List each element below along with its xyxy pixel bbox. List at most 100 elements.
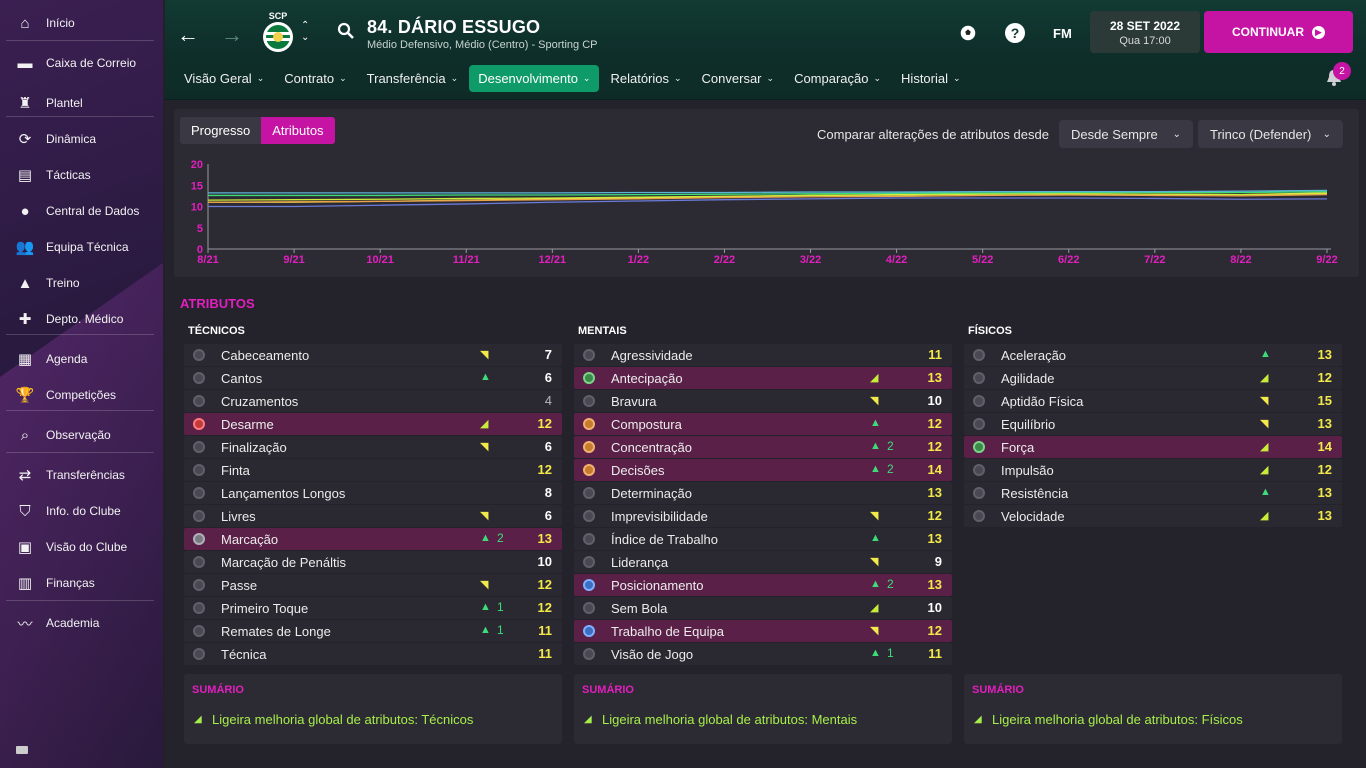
attribute-value: 11	[538, 623, 552, 638]
attribute-row[interactable]: Cantos ▲ 6	[184, 367, 562, 389]
attribute-row[interactable]: Agilidade ◢ 12	[964, 367, 1342, 389]
player-switch-icon[interactable]: ⌃ ⌄	[301, 20, 310, 43]
attribute-row[interactable]: Desarme ◢ 12	[184, 413, 562, 435]
sidebar-item-depto-médico[interactable]: ✚ Depto. Médico	[0, 302, 163, 336]
sidebar-item-equipa-técnica[interactable]: 👥 Equipa Técnica	[0, 230, 163, 264]
attribute-row[interactable]: Aptidão Física ◥ 15	[964, 390, 1342, 412]
attribute-row[interactable]: Visão de Jogo ▲ 1 11	[574, 643, 952, 665]
tab-attributes[interactable]: Atributos	[261, 117, 335, 144]
attribute-row[interactable]: Cruzamentos 4	[184, 390, 562, 412]
attribute-row[interactable]: Imprevisibilidade ◥ 12	[574, 505, 952, 527]
sidebar-item-início[interactable]: ⌂ Início	[0, 6, 163, 40]
sidebar-item-observação[interactable]: ⌕ Observação	[0, 418, 163, 452]
attribute-value: 12	[537, 600, 552, 615]
sidebar-item-label: Visão do Clube	[46, 540, 128, 554]
tab-comparação[interactable]: Comparação ⌄	[785, 65, 890, 92]
sidebar-item-agenda[interactable]: ▦ Agenda	[0, 342, 163, 376]
since-dropdown[interactable]: Desde Sempre ⌄	[1059, 120, 1193, 148]
attribute-row[interactable]: Resistência ▲ 13	[964, 482, 1342, 504]
tab-progress[interactable]: Progresso	[180, 117, 262, 144]
fm-menu-button[interactable]: FM	[1053, 26, 1072, 41]
tab-visão-geral[interactable]: Visão Geral ⌄	[175, 65, 273, 92]
sidebar-item-visão-do-clube[interactable]: ▣ Visão do Clube	[0, 530, 163, 564]
sidebar-item-plantel[interactable]: ♜ Plantel	[0, 86, 163, 120]
attribute-row[interactable]: Liderança ◥ 9	[574, 551, 952, 573]
attribute-row[interactable]: Equilíbrio ◥ 13	[964, 413, 1342, 435]
sidebar-item-info-do-clube[interactable]: ⛉ Info. do Clube	[0, 494, 163, 528]
sidebar-item-central-de-dados[interactable]: ● Central de Dados	[0, 194, 163, 228]
tab-desenvolvimento[interactable]: Desenvolvimento ⌄	[469, 65, 600, 92]
attribute-row[interactable]: Cabeceamento ◥ 7	[184, 344, 562, 366]
attribute-status-icon	[583, 441, 595, 453]
attribute-row[interactable]: Primeiro Toque ▲ 1 12	[184, 597, 562, 619]
x-tick-label: 3/22	[800, 254, 821, 266]
attribute-row[interactable]: Velocidade ◢ 13	[964, 505, 1342, 527]
attribute-status-icon	[583, 395, 595, 407]
attribute-value: 12	[927, 623, 942, 638]
trend-arrow-icon: ◢	[1260, 510, 1269, 522]
attribute-name: Técnica	[221, 647, 267, 662]
tab-relatórios[interactable]: Relatórios ⌄	[601, 65, 690, 92]
sidebar-item-caixa-de-correio[interactable]: ▬ Caixa de Correio	[0, 46, 163, 80]
attribute-row[interactable]: Marcação ▲ 2 13	[184, 528, 562, 550]
attribute-row[interactable]: Determinação 13	[574, 482, 952, 504]
attribute-row[interactable]: Lançamentos Longos 8	[184, 482, 562, 504]
sidebar-divider	[6, 334, 154, 335]
sidebar-item-label: Depto. Médico	[46, 312, 124, 326]
attribute-row[interactable]: Finalização ◥ 6	[184, 436, 562, 458]
attribute-row[interactable]: Índice de Trabalho ▲ 13	[574, 528, 952, 550]
attribute-row[interactable]: Marcação de Penáltis 10	[184, 551, 562, 573]
role-dropdown-value: Trinco (Defender)	[1210, 126, 1312, 142]
attribute-row[interactable]: Força ◢ 14	[964, 436, 1342, 458]
attribute-status-icon	[193, 533, 205, 545]
attribute-row[interactable]: Técnica 11	[184, 643, 562, 665]
attribute-row[interactable]: Antecipação ◢ 13	[574, 367, 952, 389]
attribute-row[interactable]: Passe ◥ 12	[184, 574, 562, 596]
keyboard-icon[interactable]	[16, 746, 28, 754]
attribute-row[interactable]: Sem Bola ◢ 10	[574, 597, 952, 619]
attribute-row[interactable]: Posicionamento ▲ 2 13	[574, 574, 952, 596]
forward-arrow-icon[interactable]: →	[221, 22, 243, 47]
tab-transferência[interactable]: Transferência ⌄	[358, 65, 468, 92]
sidebar-item-tácticas[interactable]: ▤ Tácticas	[0, 158, 163, 192]
attribute-row[interactable]: Decisões ▲ 2 14	[574, 459, 952, 481]
trend-arrow-icon: ▲	[480, 601, 491, 613]
tab-label: Historial	[901, 71, 949, 86]
sidebar-item-treino[interactable]: ▲ Treino	[0, 266, 163, 300]
attribute-name: Velocidade	[1001, 509, 1065, 524]
column-header: FÍSICOS	[968, 325, 1013, 337]
sidebar-item-transferências[interactable]: ⇄ Transferências	[0, 458, 163, 492]
tab-conversar[interactable]: Conversar ⌄	[693, 65, 784, 92]
tab-historial[interactable]: Historial ⌄	[892, 65, 970, 92]
attribute-row[interactable]: Concentração ▲ 2 12	[574, 436, 952, 458]
sidebar-item-finanças[interactable]: ▥ Finanças	[0, 566, 163, 600]
attribute-row[interactable]: Trabalho de Equipa ◥ 12	[574, 620, 952, 642]
attribute-row[interactable]: Finta 12	[184, 459, 562, 481]
attribute-status-icon	[193, 487, 205, 499]
tab-contrato[interactable]: Contrato ⌄	[275, 65, 355, 92]
continue-button[interactable]: CONTINUAR ▶	[1204, 11, 1353, 53]
attribute-row[interactable]: Bravura ◥ 10	[574, 390, 952, 412]
sidebar-item-label: Treino	[46, 276, 80, 290]
back-arrow-icon[interactable]: ←	[177, 22, 199, 47]
attribute-row[interactable]: Livres ◥ 6	[184, 505, 562, 527]
football-icon[interactable]	[957, 22, 979, 44]
sidebar-item-academia[interactable]: 〰 Academia	[0, 606, 163, 640]
attribute-row[interactable]: Remates de Longe ▲ 1 11	[184, 620, 562, 642]
trend-arrow-icon: ▲	[870, 647, 881, 659]
club-crest-icon[interactable]: SCP	[261, 10, 295, 54]
attribute-value: 7	[544, 347, 552, 362]
attribute-status-icon	[973, 487, 985, 499]
attribute-row[interactable]: Agressividade 11	[574, 344, 952, 366]
attribute-row[interactable]: Aceleração ▲ 13	[964, 344, 1342, 366]
date-display[interactable]: 28 SET 2022 Qua 17:00	[1090, 11, 1200, 53]
role-dropdown[interactable]: Trinco (Defender) ⌄	[1198, 120, 1343, 148]
sidebar-item-dinâmica[interactable]: ⟳ Dinâmica	[0, 122, 163, 156]
help-icon[interactable]: ?	[1004, 22, 1026, 44]
briefcase-icon: ▣	[17, 539, 33, 556]
sidebar-item-competições[interactable]: 🏆 Competições	[0, 378, 163, 412]
series-line-1	[207, 193, 1328, 201]
attribute-row[interactable]: Impulsão ◢ 12	[964, 459, 1342, 481]
attribute-row[interactable]: Compostura ▲ 12	[574, 413, 952, 435]
search-icon[interactable]	[337, 22, 355, 40]
